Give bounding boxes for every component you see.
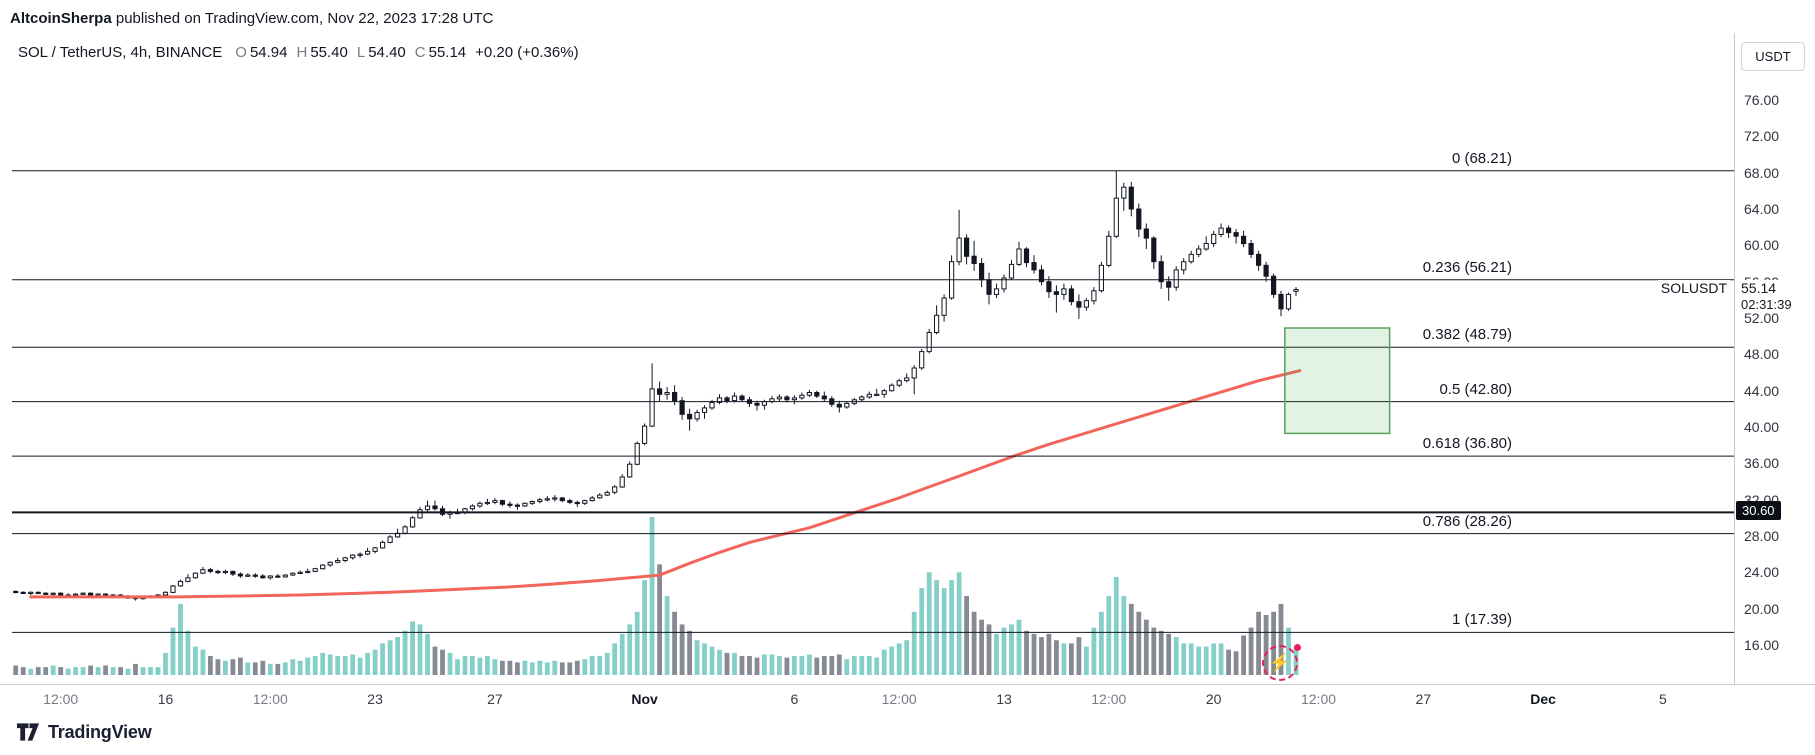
price-axis-label: 28.00	[1744, 528, 1780, 544]
candle-countdown: 02:31:39	[1737, 297, 1796, 313]
price-axis-label: 52.00	[1744, 310, 1780, 326]
open-value: 54.94	[249, 44, 288, 61]
price-axis[interactable]: USDT 55.14 02:31:39 30.60 76.00 72.00 68.0…	[1734, 0, 1815, 684]
price-axis-label: 40.00	[1744, 419, 1780, 435]
fib-label-3: 0.5 (42.80)	[1439, 380, 1512, 398]
ohlc-close: C 55.14	[415, 44, 466, 61]
fib-label-6: 1 (17.39)	[1451, 611, 1512, 629]
tradingview-logo-icon[interactable]	[16, 723, 40, 742]
time-axis-label: 12:00	[881, 691, 917, 707]
attribution-bar: AltcoinSherpa published on TradingView.c…	[10, 10, 493, 27]
last-price-label: 55.14	[1737, 280, 1781, 298]
high-label: H	[296, 44, 308, 61]
time-axis-label: 20	[1205, 691, 1222, 707]
levels-layer	[12, 170, 1734, 633]
time-axis-label: 12:00	[43, 691, 79, 707]
time-axis-label: 12:00	[1091, 691, 1127, 707]
symbol-title[interactable]: SOL / TetherUS, 4h, BINANCE	[18, 44, 223, 61]
fib-label-5: 0.786 (28.26)	[1422, 512, 1512, 530]
time-axis-label: 6	[790, 691, 799, 707]
time-axis-label: 23	[367, 691, 383, 707]
close-value: 55.14	[428, 44, 467, 61]
time-axis-label: 27	[487, 691, 503, 707]
time-axis-label: 12:00	[252, 691, 288, 707]
price-axis-label: 36.00	[1744, 455, 1780, 472]
time-axis[interactable]: 12:00 16 12:00 23 27 Nov 6 12:00 13 12:00 20 12:00 2…	[0, 684, 1815, 714]
fib-label-2: 0.382 (48.79)	[1422, 326, 1512, 344]
attribution-text: published on TradingView.com, Nov 22, 20…	[111, 10, 494, 27]
open-label: O	[235, 44, 247, 61]
author-link[interactable]: AltcoinSherpa	[10, 10, 112, 27]
fib-label-1: 0.236 (56.21)	[1422, 258, 1512, 276]
ohlc-high: H 55.40	[296, 44, 347, 61]
close-label: C	[414, 44, 426, 61]
boost-dot-icon	[1294, 644, 1301, 651]
candles-layer	[13, 170, 1299, 601]
tradingview-wordmark[interactable]: TradingView	[48, 722, 152, 742]
fib-label-0: 0 (68.21)	[1451, 149, 1512, 167]
price-axis-label: 24.00	[1744, 564, 1780, 581]
volume-layer	[13, 517, 1299, 675]
price-axis-label: 44.00	[1744, 382, 1780, 399]
currency-toggle-button[interactable]: USDT	[1741, 42, 1805, 71]
price-axis-label: 76.00	[1744, 92, 1780, 108]
time-axis-label: 27	[1415, 691, 1432, 707]
time-axis-label: Dec	[1530, 691, 1556, 707]
time-axis-label: Nov	[631, 691, 658, 707]
time-axis-label: 12:00	[1300, 691, 1337, 707]
boost-icon[interactable]: ⚡	[1262, 644, 1301, 681]
time-axis-label: 5	[1658, 691, 1667, 707]
price-axis-label: 68.00	[1744, 164, 1780, 181]
last-price-symbol-tag: SOLUSDT	[1657, 280, 1730, 298]
target-box-layer	[1284, 327, 1391, 435]
high-value: 55.40	[310, 44, 348, 61]
low-label: L	[356, 44, 366, 61]
time-axis-separator	[0, 684, 1815, 685]
ohlc-open: O 54.94	[235, 44, 287, 61]
hline-price-tag: 30.60	[1736, 501, 1781, 521]
price-axis-label: 48.00	[1744, 346, 1780, 363]
change-value: +0.20 (+0.36%)	[475, 44, 579, 61]
footer: TradingView	[16, 722, 152, 743]
lightning-icon: ⚡	[1269, 653, 1291, 672]
ohlc-low: L 54.40	[357, 44, 406, 61]
price-axis-label: 16.00	[1744, 637, 1780, 653]
price-axis-label: 72.00	[1744, 128, 1780, 145]
fib-label-4: 0.618 (36.80)	[1422, 435, 1512, 453]
price-axis-label: 60.00	[1744, 237, 1780, 254]
price-axis-separator	[1734, 33, 1735, 684]
price-axis-label: 20.00	[1744, 600, 1780, 617]
time-axis-label: 16	[157, 691, 174, 707]
symbol-legend: SOL / TetherUS, 4h, BINANCE O 54.94 H 55.4…	[18, 44, 579, 61]
low-value: 54.40	[368, 44, 406, 61]
price-axis-label: 64.00	[1744, 201, 1780, 217]
moving-average-layer	[29, 369, 1302, 599]
time-axis-label: 13	[996, 691, 1012, 707]
